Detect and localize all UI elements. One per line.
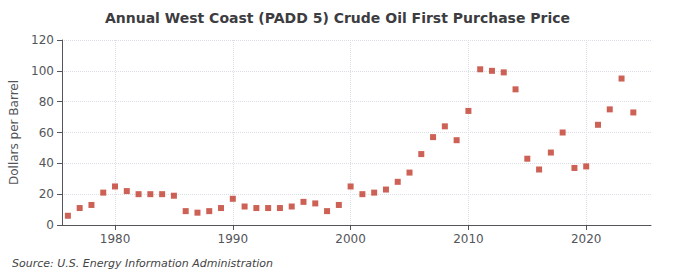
svg-text:2010: 2010 [453, 232, 484, 246]
svg-text:2020: 2020 [571, 232, 602, 246]
svg-text:20: 20 [39, 187, 54, 201]
svg-text:60: 60 [39, 126, 54, 140]
svg-text:100: 100 [31, 64, 54, 78]
svg-text:1980: 1980 [100, 232, 131, 246]
svg-text:0: 0 [46, 218, 54, 232]
svg-text:2000: 2000 [335, 232, 366, 246]
svg-text:1990: 1990 [218, 232, 249, 246]
svg-text:Dollars per Barrel: Dollars per Barrel [7, 80, 21, 185]
svg-text:Source: U.S. Energy Informatio: Source: U.S. Energy Information Administ… [12, 257, 273, 270]
svg-text:120: 120 [31, 33, 54, 47]
svg-text:80: 80 [39, 95, 54, 109]
svg-text:40: 40 [39, 156, 54, 170]
svg-text:Annual West Coast (PADD 5) Cru: Annual West Coast (PADD 5) Crude Oil Fir… [105, 10, 570, 26]
